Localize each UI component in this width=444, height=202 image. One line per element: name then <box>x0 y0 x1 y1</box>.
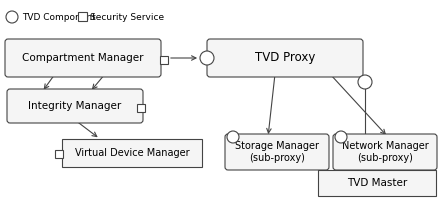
Ellipse shape <box>335 131 347 143</box>
FancyBboxPatch shape <box>207 39 363 77</box>
Text: Virtual Device Manager: Virtual Device Manager <box>75 148 189 158</box>
Bar <box>318 170 436 196</box>
Ellipse shape <box>227 131 239 143</box>
Ellipse shape <box>358 75 372 89</box>
Text: Storage Manager
(sub-proxy): Storage Manager (sub-proxy) <box>235 141 319 163</box>
Text: Integrity Manager: Integrity Manager <box>28 101 122 111</box>
FancyBboxPatch shape <box>225 134 329 170</box>
Ellipse shape <box>200 51 214 65</box>
Text: Security Service: Security Service <box>90 13 164 21</box>
FancyBboxPatch shape <box>7 89 143 123</box>
Ellipse shape <box>6 11 18 23</box>
Bar <box>137 104 145 112</box>
FancyBboxPatch shape <box>5 39 161 77</box>
Text: Compartment Manager: Compartment Manager <box>22 53 144 63</box>
Bar <box>62 139 202 167</box>
Text: TVD Master: TVD Master <box>347 178 407 188</box>
Text: TVD Proxy: TVD Proxy <box>255 52 315 64</box>
Bar <box>78 12 87 21</box>
Text: TVD Component: TVD Component <box>22 13 96 21</box>
Bar <box>160 56 168 64</box>
FancyBboxPatch shape <box>333 134 437 170</box>
Text: Network Manager
(sub-proxy): Network Manager (sub-proxy) <box>341 141 428 163</box>
Bar <box>55 150 63 158</box>
